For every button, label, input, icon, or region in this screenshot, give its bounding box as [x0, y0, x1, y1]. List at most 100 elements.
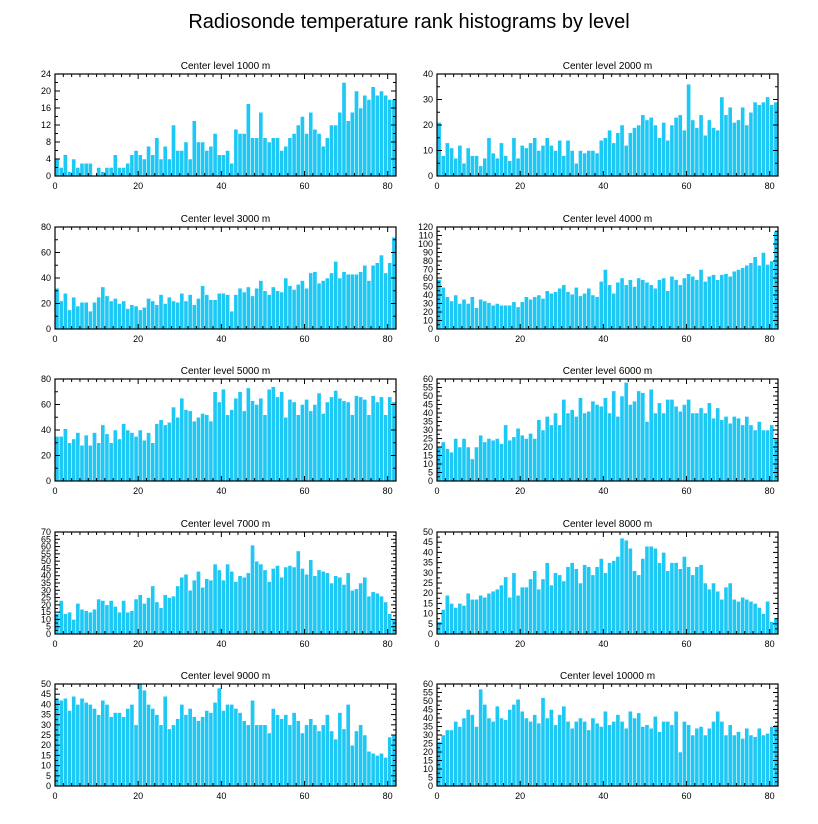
- bar: [532, 714, 538, 787]
- bar: [748, 601, 754, 635]
- bar: [71, 695, 77, 787]
- bar: [761, 101, 766, 177]
- bar: [374, 755, 380, 787]
- bar: [279, 291, 284, 330]
- bar: [221, 579, 226, 635]
- y-tick-label: 40: [423, 547, 433, 557]
- bar: [694, 127, 700, 177]
- bar: [121, 300, 126, 330]
- bar: [457, 145, 463, 177]
- bar: [607, 412, 612, 482]
- bar: [732, 599, 737, 635]
- bar: [354, 588, 359, 635]
- bar: [63, 428, 68, 482]
- bar: [698, 114, 704, 177]
- bar: [142, 158, 147, 177]
- bar: [515, 699, 521, 787]
- bar: [532, 137, 538, 177]
- bar: [619, 395, 625, 482]
- bar: [445, 142, 450, 177]
- bar: [291, 133, 297, 177]
- bar: [740, 424, 745, 482]
- bar: [457, 303, 463, 330]
- bar: [142, 307, 147, 330]
- bar: [669, 724, 675, 787]
- bar: [528, 142, 533, 177]
- bar: [465, 303, 471, 330]
- bar: [341, 82, 347, 177]
- bar: [478, 434, 483, 482]
- bar: [233, 581, 239, 635]
- y-tick-label: 55: [423, 688, 433, 698]
- bar: [100, 286, 106, 330]
- bar: [748, 424, 754, 482]
- bar: [250, 295, 255, 330]
- x-tick-label: 0: [52, 181, 57, 191]
- bar: [383, 95, 388, 177]
- bar: [590, 574, 596, 635]
- bar: [158, 158, 164, 177]
- bar: [723, 416, 729, 482]
- y-tick-label: 35: [41, 578, 51, 588]
- bar: [756, 421, 762, 482]
- bar: [578, 397, 583, 482]
- bar: [773, 231, 779, 330]
- bar: [191, 120, 197, 177]
- bar: [370, 395, 376, 482]
- bar: [196, 571, 201, 635]
- bar: [300, 404, 305, 482]
- bar: [167, 296, 172, 330]
- bar: [83, 434, 89, 482]
- bar: [312, 575, 318, 635]
- bar: [387, 613, 393, 635]
- y-tick-label: 25: [41, 593, 51, 603]
- y-tick-label: 100: [418, 239, 433, 249]
- bar: [544, 416, 550, 482]
- bar: [108, 600, 114, 635]
- bar: [121, 716, 126, 787]
- bar: [283, 277, 289, 330]
- bar: [594, 296, 600, 330]
- y-tick-label: 40: [41, 699, 51, 709]
- bar: [246, 387, 251, 482]
- bar: [100, 600, 106, 635]
- y-tick-label: 15: [41, 750, 51, 760]
- bar: [142, 603, 147, 635]
- panel-7: Center level 7000 m0 20 40 60 80051015202530…: [41, 519, 397, 649]
- bar: [216, 569, 222, 635]
- bar: [133, 436, 139, 482]
- bar: [250, 137, 255, 177]
- bar: [698, 564, 704, 635]
- y-tick-label: 120: [418, 222, 433, 232]
- x-tick-label: 60: [682, 791, 692, 801]
- bar: [707, 119, 712, 177]
- x-tick-label: 80: [383, 181, 393, 191]
- bar: [391, 99, 397, 177]
- bar: [632, 400, 637, 482]
- bar: [337, 576, 343, 635]
- bar: [233, 129, 239, 177]
- bar: [350, 590, 355, 635]
- panel-title: Center level 4000 m: [563, 214, 653, 225]
- bar: [225, 414, 230, 482]
- bar: [640, 114, 646, 177]
- bar: [719, 96, 725, 177]
- bar: [544, 717, 550, 787]
- bar: [88, 445, 93, 482]
- bar: [362, 399, 368, 482]
- bar: [515, 594, 521, 635]
- bar: [740, 597, 745, 635]
- bar: [640, 726, 646, 787]
- bar: [154, 423, 160, 482]
- bar: [465, 446, 471, 482]
- bar: [387, 262, 393, 330]
- bar: [752, 736, 758, 787]
- bar: [436, 741, 442, 787]
- bar: [320, 280, 326, 330]
- bar: [212, 563, 218, 635]
- bar: [615, 714, 621, 787]
- bar: [740, 738, 745, 787]
- bar: [748, 734, 754, 787]
- bar: [648, 546, 654, 635]
- bar: [345, 401, 351, 482]
